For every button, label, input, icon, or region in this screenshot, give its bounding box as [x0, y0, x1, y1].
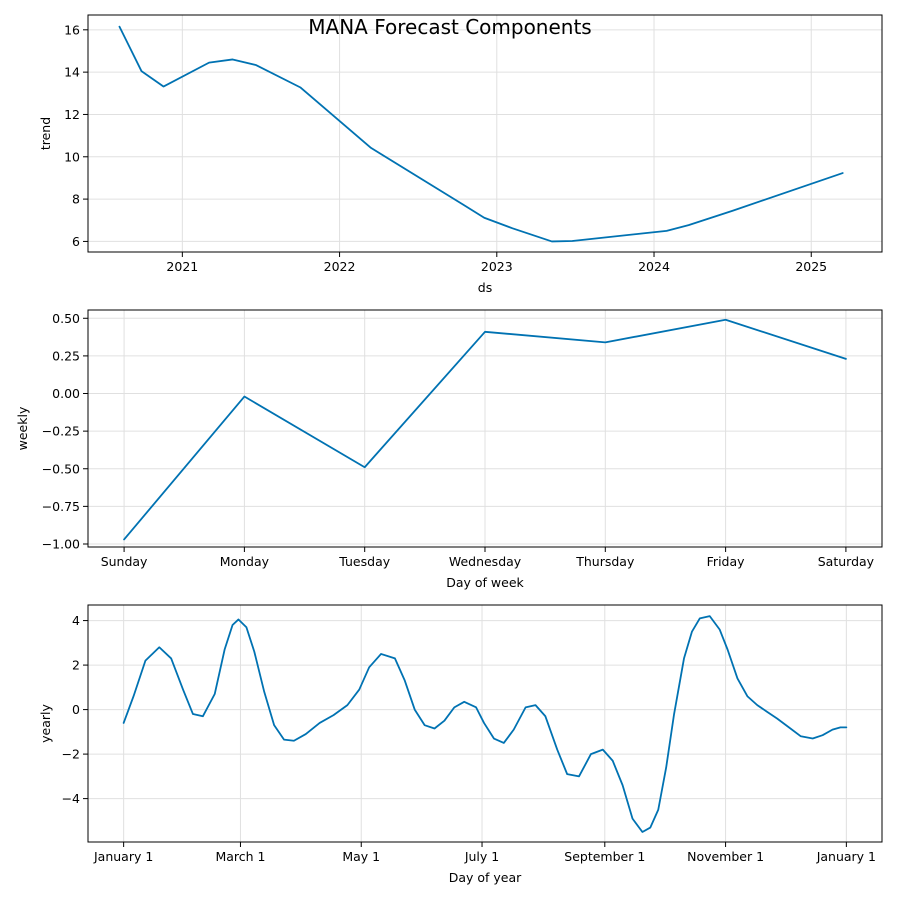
x-tick-label: 2022 — [324, 259, 356, 274]
x-axis-label: Day of week — [446, 575, 524, 590]
plot-frame — [87, 14, 883, 253]
plot-frame — [87, 604, 883, 843]
x-tick-label: 2025 — [795, 259, 827, 274]
x-tick-label: January 1 — [93, 849, 153, 864]
x-tick-label: 2023 — [481, 259, 513, 274]
x-tick-label: Monday — [220, 554, 270, 569]
y-tick-label: 6 — [72, 234, 80, 249]
x-tick-label: March 1 — [215, 849, 265, 864]
y-tick-label: 0 — [72, 702, 80, 717]
x-tick-label: July 1 — [464, 849, 499, 864]
y-tick-label: 14 — [64, 65, 80, 80]
y-tick-label: −2 — [62, 747, 80, 762]
x-tick-label: Friday — [707, 554, 745, 569]
x-tick-label: 2021 — [166, 259, 198, 274]
x-tick-label: November 1 — [687, 849, 764, 864]
x-axis-label: ds — [478, 280, 492, 295]
x-tick-label: September 1 — [564, 849, 645, 864]
x-tick-label: Sunday — [101, 554, 148, 569]
x-tick-label: Tuesday — [338, 554, 390, 569]
x-tick-label: 2024 — [638, 259, 670, 274]
y-tick-label: 10 — [64, 149, 80, 164]
y-tick-label: −1.00 — [42, 536, 80, 551]
y-tick-label: 4 — [72, 613, 80, 628]
plot-frame — [87, 309, 883, 548]
y-axis-label: trend — [38, 117, 53, 150]
y-tick-label: −4 — [62, 791, 80, 806]
x-axis-label: Day of year — [449, 870, 522, 885]
y-tick-label: 0.25 — [52, 348, 80, 363]
y-tick-label: −0.50 — [42, 461, 80, 476]
figure-title: MANA Forecast Components — [308, 15, 591, 39]
x-tick-label: January 1 — [816, 849, 876, 864]
y-axis-label: yearly — [38, 704, 53, 743]
y-tick-label: 2 — [72, 658, 80, 673]
x-tick-label: Wednesday — [449, 554, 522, 569]
y-tick-label: 12 — [64, 107, 80, 122]
y-tick-label: 8 — [72, 192, 80, 207]
weekly-panel-line — [123, 318, 847, 541]
x-tick-label: May 1 — [342, 849, 380, 864]
y-tick-label: 0.00 — [52, 386, 80, 401]
y-tick-label: 16 — [64, 22, 80, 37]
y-tick-label: −0.75 — [42, 499, 80, 514]
trend-panel-line — [118, 25, 844, 243]
y-tick-label: −0.25 — [42, 424, 80, 439]
y-tick-label: 0.50 — [52, 311, 80, 326]
trend-panel: 2021 2022 2023 2024 2025 6 8 10 12 14 16 ds trend — [38, 14, 883, 295]
weekly-panel: Sunday Monday Tuesday Wednesday Thursday Frid… — [15, 309, 883, 590]
x-tick-label: Thursday — [575, 554, 635, 569]
x-tick-label: Saturday — [818, 554, 875, 569]
y-axis-label: weekly — [15, 406, 30, 450]
yearly-panel: January 1 March 1 May 1 July 1 September 1 No… — [38, 604, 883, 885]
yearly-panel-line — [122, 615, 848, 833]
